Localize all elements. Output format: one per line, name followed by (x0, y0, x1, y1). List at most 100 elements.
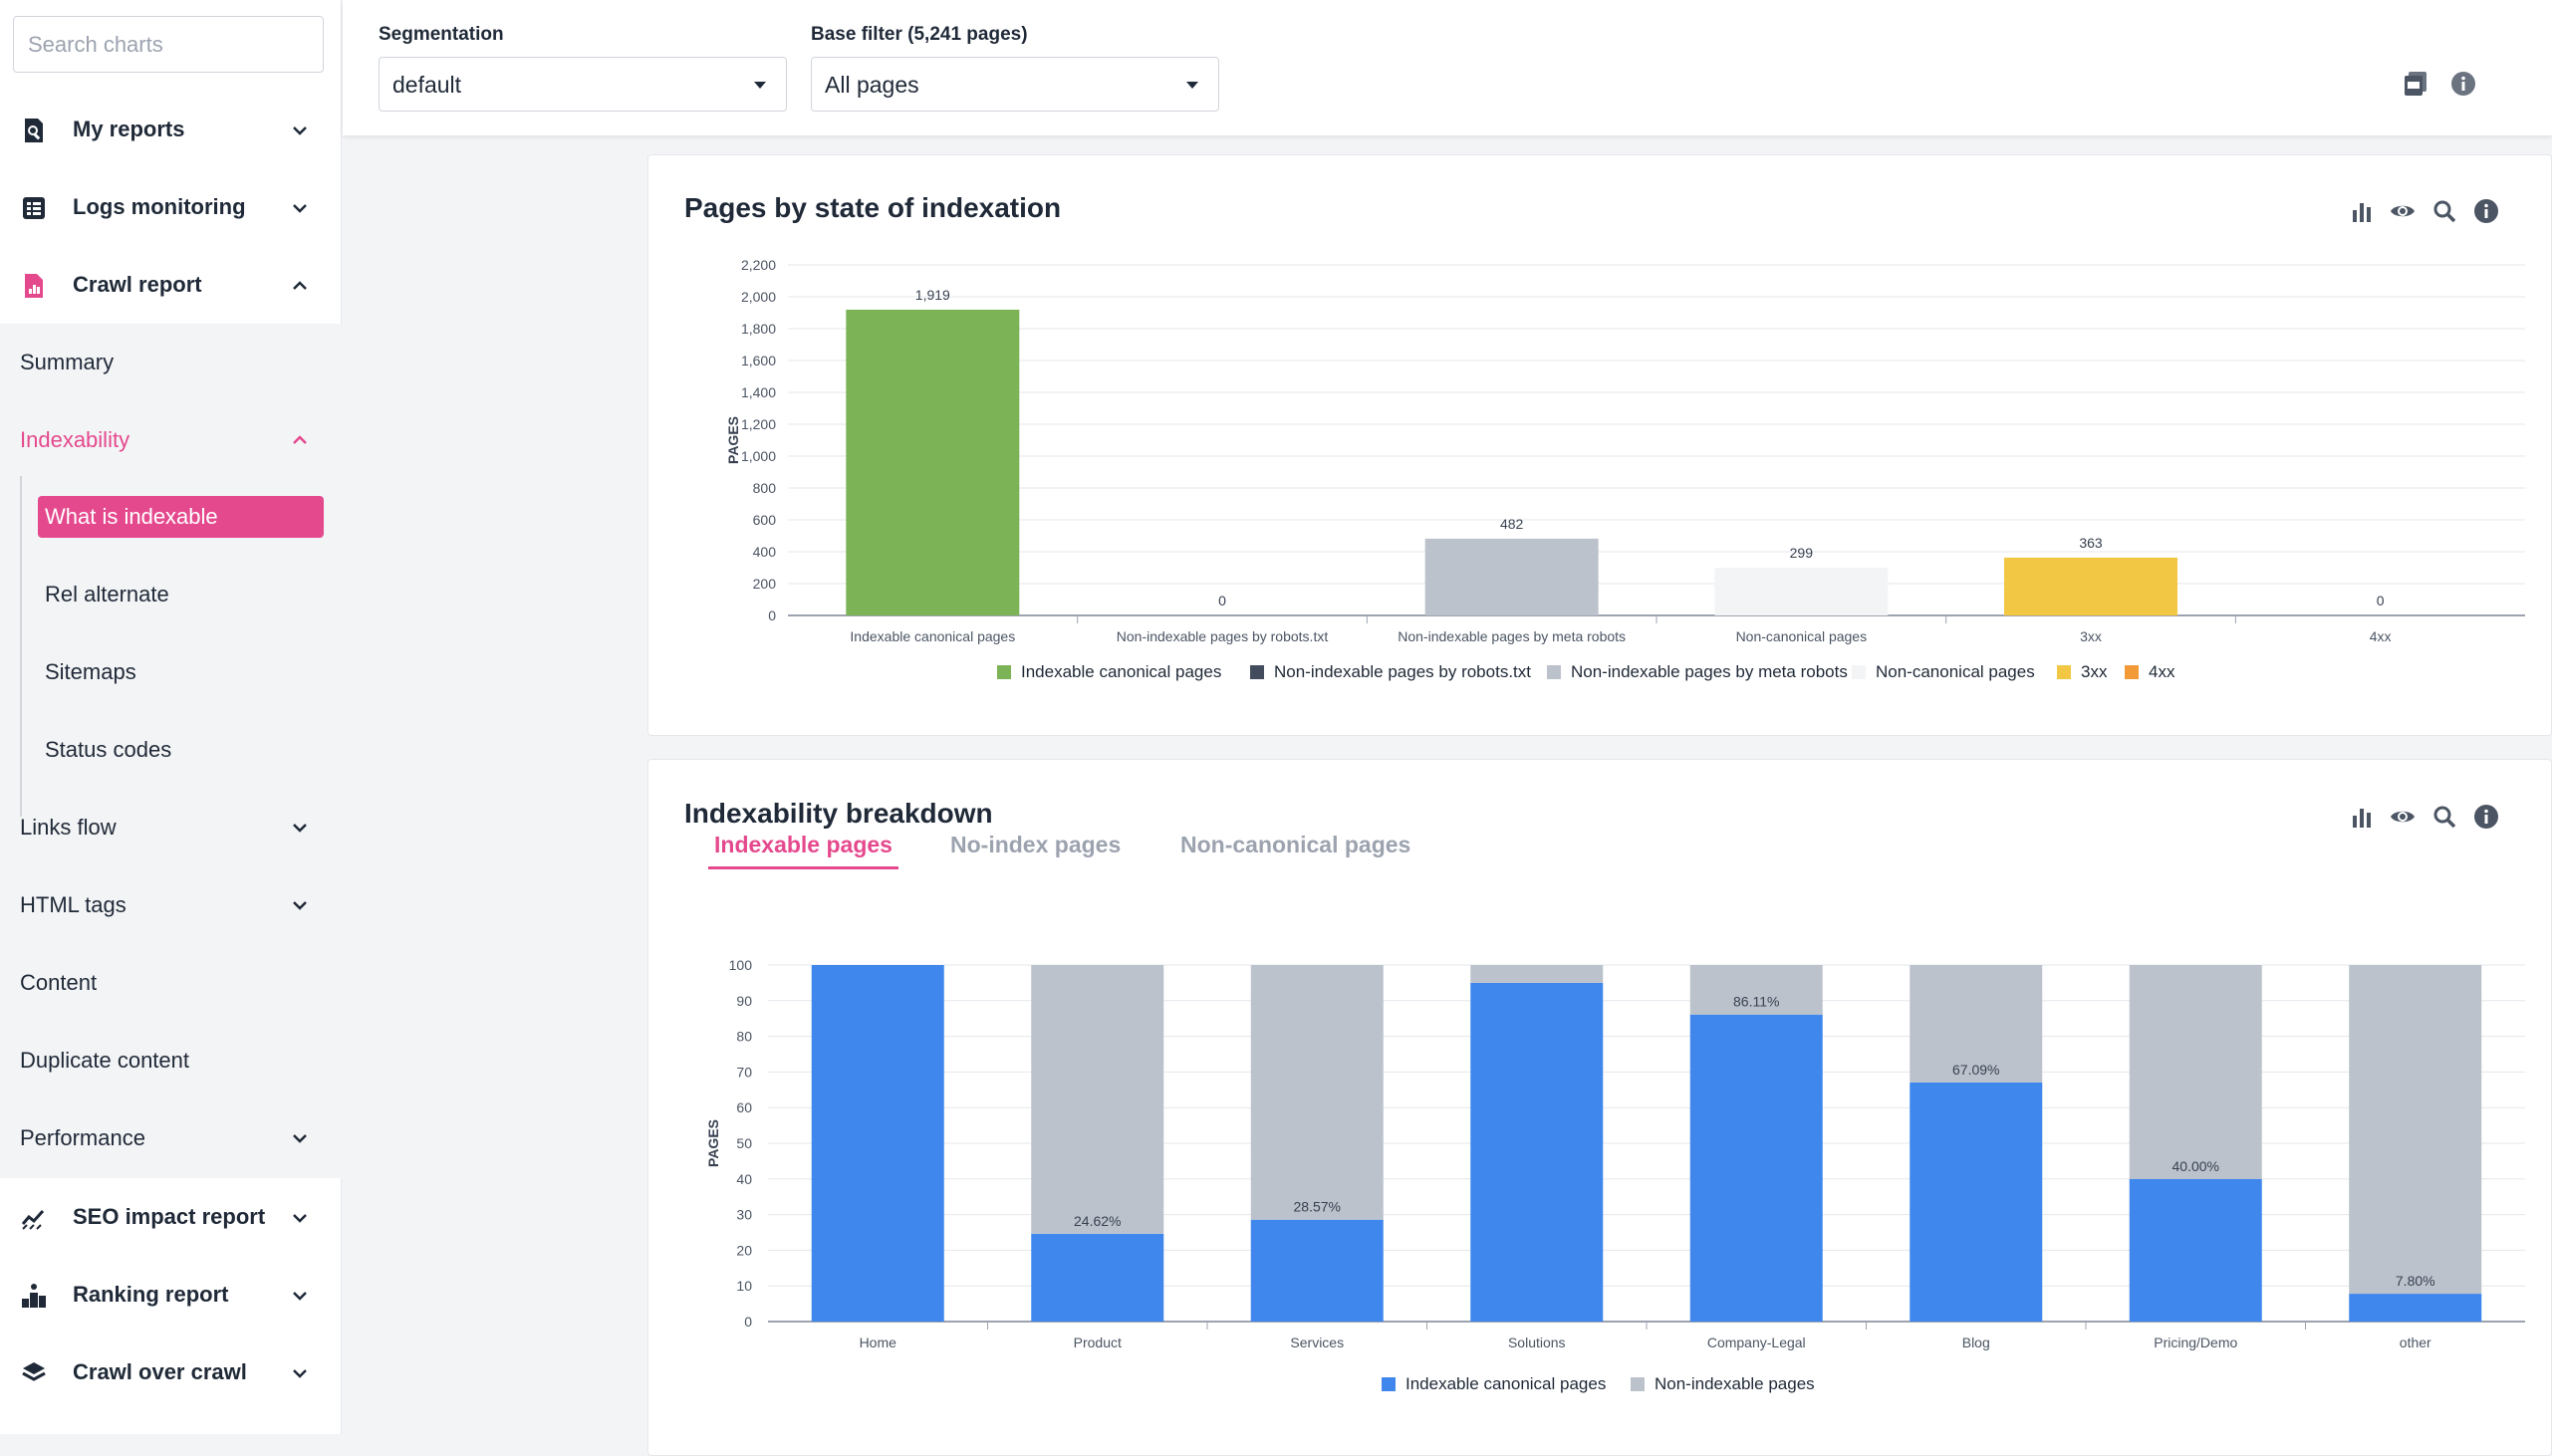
base-filter-select[interactable]: All pages (811, 57, 1219, 112)
y-tick-label: 20 (736, 1242, 752, 1258)
tab-no-index-pages[interactable]: No-index pages (950, 832, 1122, 857)
sidebar-item-links-flow[interactable]: Links flow (0, 789, 342, 866)
y-tick-label: 10 (736, 1278, 752, 1294)
x-tick-label: Non-indexable pages by meta robots (1398, 628, 1626, 644)
indexation-bar-chart: 0 200 400 600 800 1,000 1,200 1,400 1,600 1,800 2,… (725, 257, 2525, 681)
y-tick-label: 0 (768, 607, 776, 623)
sidebar-section-logs-monitoring[interactable]: Logs monitoring (0, 168, 342, 246)
y-tick-label: 800 (753, 480, 777, 496)
sidebar-item-label: Summary (20, 350, 115, 374)
x-tick-label: Non-indexable pages by robots.txt (1117, 628, 1329, 644)
sidebar-section-label: Crawl report (73, 272, 202, 297)
legend-swatch (1547, 665, 1561, 679)
info-icon[interactable] (2473, 198, 2499, 224)
legend-item: Non-canonical pages (1876, 662, 2035, 681)
caret-down-icon (1186, 82, 1198, 89)
legend-swatch (1631, 1377, 1645, 1391)
x-tick-label: 3xx (2080, 628, 2102, 644)
data-label: 67.09% (1952, 1062, 1999, 1078)
info-icon[interactable] (2473, 804, 2499, 830)
y-tick-label: 70 (736, 1064, 752, 1080)
sidebar-section-label: My reports (73, 117, 185, 141)
card-title: Indexability breakdown (684, 798, 993, 829)
stacked-bar-segment-indexable (1470, 982, 1604, 1322)
y-tick-label: 1,000 (741, 448, 776, 464)
legend-swatch (997, 665, 1011, 679)
sidebar-section-my-reports[interactable]: My reports (0, 91, 342, 168)
data-label: 40.00% (2172, 1158, 2219, 1174)
bar-chart-icon[interactable] (2349, 804, 2375, 830)
data-label: 28.57% (1294, 1199, 1341, 1215)
eye-icon[interactable] (2390, 198, 2416, 224)
y-tick-label: 90 (736, 993, 752, 1009)
chevron-down-icon (290, 818, 310, 838)
sidebar-item-label: Rel alternate (45, 582, 169, 607)
sidebar-section-crawl-over-crawl[interactable]: Crawl over crawl (0, 1334, 342, 1411)
data-label: 299 (1790, 545, 1814, 561)
zoom-icon[interactable] (2431, 198, 2457, 224)
y-tick-label: 60 (736, 1099, 752, 1115)
sidebar-section-seo-impact-report[interactable]: SEO impact report (0, 1178, 342, 1256)
sidebar-item-summary[interactable]: Summary (0, 324, 342, 401)
stacked-bar-segment-non-indexable (1689, 965, 1823, 1015)
sidebar-item-rel-alternate[interactable]: Rel alternate (38, 574, 324, 615)
sidebar-section-label: Crawl over crawl (73, 1359, 247, 1384)
caret-down-icon (754, 82, 766, 89)
sidebar-item-indexability[interactable]: Indexability (0, 401, 342, 479)
bar-non-indexable-pages-by-meta-robots (1424, 538, 1599, 615)
y-tick-label: 0 (744, 1314, 752, 1330)
y-axis-label: PAGES (705, 1119, 721, 1167)
info-icon[interactable] (2449, 70, 2477, 98)
sidebar-item-what-is-indexable[interactable]: What is indexable (38, 496, 324, 538)
stacked-bar-segment-indexable (1250, 1219, 1384, 1322)
bar-chart-icon[interactable] (2349, 198, 2375, 224)
stacked-bar-segment-non-indexable (1910, 965, 2043, 1083)
y-tick-label: 2,200 (741, 257, 776, 273)
legend-swatch (2125, 665, 2139, 679)
bar-indexable-canonical-pages (846, 309, 1020, 615)
sidebar-item-content[interactable]: Content (0, 944, 342, 1022)
stacked-bar-segment-non-indexable (1031, 965, 1164, 1234)
segmentation-value: default (392, 72, 462, 98)
sidebar-section-ranking-report[interactable]: Ranking report (0, 1256, 342, 1334)
zoom-icon[interactable] (2431, 804, 2457, 830)
segmentation-select[interactable]: default (379, 57, 787, 112)
report-search-icon (20, 117, 48, 144)
sidebar-item-label: Duplicate content (20, 1048, 189, 1073)
data-label: 0 (1218, 593, 1226, 608)
search-charts-input[interactable] (13, 16, 324, 73)
stacked-bar-segment-indexable (1910, 1082, 2043, 1322)
chevron-down-icon (290, 198, 310, 218)
sidebar-section-label: SEO impact report (73, 1204, 266, 1229)
bar-non-canonical-pages (1714, 568, 1889, 615)
submenu-guide-line (20, 476, 22, 817)
legend-swatch (1382, 1377, 1396, 1391)
sidebar-item-performance[interactable]: Performance (0, 1099, 342, 1177)
pages-by-indexation-card: Pages by state of indexation 0 200 400 600 8… (647, 154, 2552, 736)
y-axis-label: PAGES (725, 416, 741, 464)
logs-list-icon (20, 194, 48, 222)
data-label: 363 (2079, 535, 2103, 551)
pdf-export-icon[interactable] (2402, 70, 2429, 98)
sidebar-item-label: Links flow (20, 815, 117, 840)
sidebar-item-html-tags[interactable]: HTML tags (0, 866, 342, 944)
crawl-report-icon (20, 272, 48, 300)
data-label: 0 (2377, 593, 2385, 608)
sidebar-item-status-codes[interactable]: Status codes (38, 729, 324, 771)
stacked-bar-segment-indexable (1031, 1233, 1164, 1322)
sidebar-section-crawl-report[interactable]: Crawl report (0, 246, 342, 324)
layers-icon (20, 1359, 48, 1387)
sidebar-item-duplicate-content[interactable]: Duplicate content (0, 1022, 342, 1099)
x-tick-label: Pricing/Demo (2154, 1335, 2237, 1350)
tab-non-canonical-pages[interactable]: Non-canonical pages (1180, 832, 1411, 857)
eye-icon[interactable] (2390, 804, 2416, 830)
indexability-breakdown-card: Indexability breakdown Indexable pages N… (647, 759, 2552, 1456)
stacked-bar-segment-non-indexable (1250, 965, 1384, 1220)
legend-item: 3xx (2081, 662, 2108, 681)
y-tick-label: 1,600 (741, 353, 776, 368)
sidebar-item-sitemaps[interactable]: Sitemaps (38, 651, 324, 693)
stacked-bar-segment-non-indexable (1470, 965, 1604, 983)
x-tick-label: Home (860, 1335, 897, 1350)
tab-indexable-pages[interactable]: Indexable pages (708, 820, 898, 869)
data-label: 24.62% (1074, 1213, 1121, 1229)
